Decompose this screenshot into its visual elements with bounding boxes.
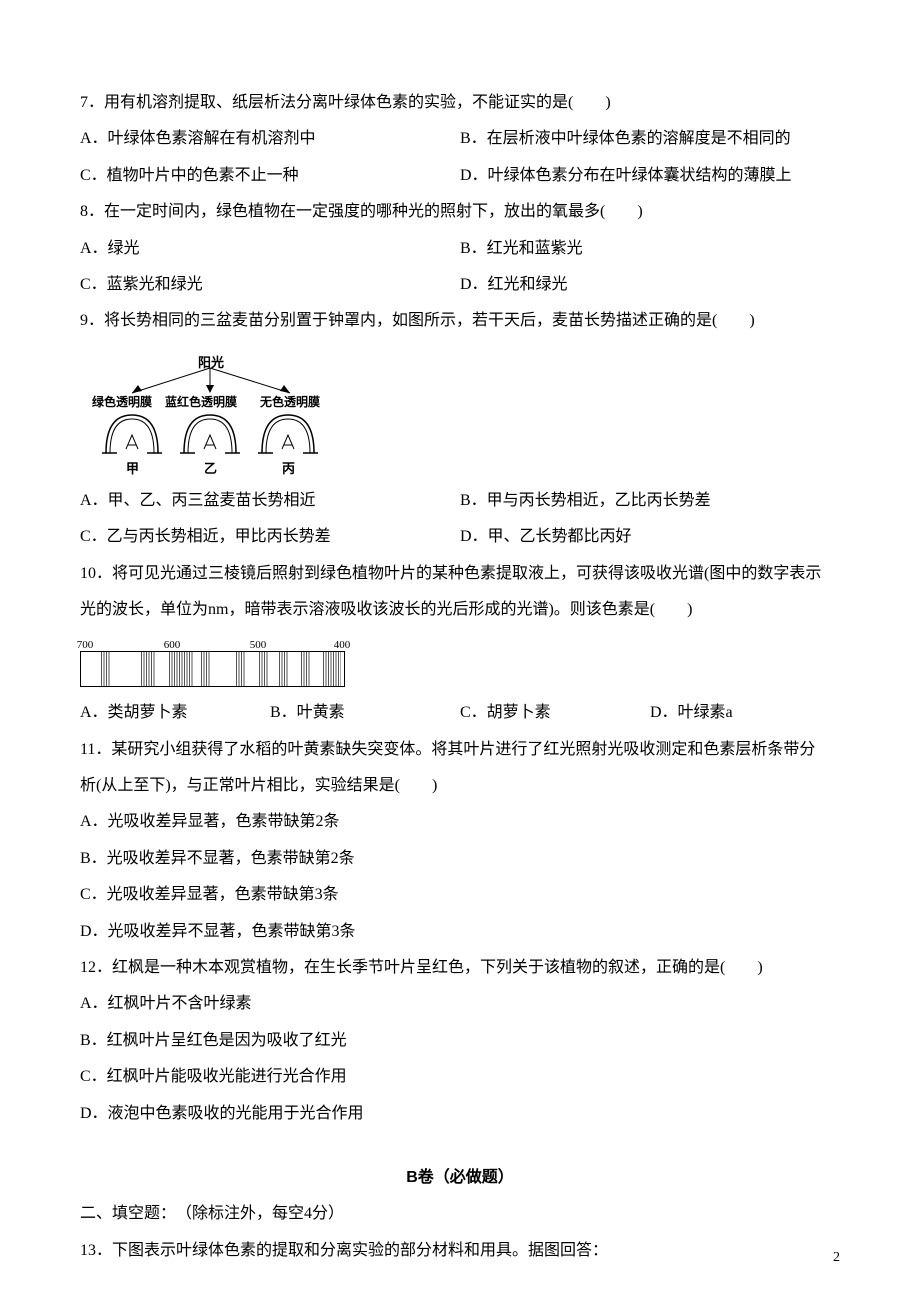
q7-opt-d: D．叶绿体色素分布在叶绿体囊状结构的薄膜上 [460,161,840,191]
q12-opt-d: D．液泡中色素吸收的光能用于光合作用 [80,1099,840,1129]
q9-diagram: 阳光 绿色透明膜 蓝红色透明膜 无色透明膜 甲 乙 丙 [80,351,340,476]
q9-opt-d: D．甲、乙长势都比丙好 [460,522,840,552]
q10-spectrum: 700600500400 [80,635,350,690]
q11-stem1: 11．某研究小组获得了水稻的叶黄素缺失突变体。将其叶片进行了红光照射光吸收测定和… [80,735,840,765]
section-b-title: B卷（必做题） [80,1163,840,1193]
q9-opt-b: B．甲与丙长势相近，乙比丙长势差 [460,486,840,516]
q7-opt-b: B．在层析液中叶绿体色素的溶解度是不相同的 [460,124,840,154]
q9-dome-0 [100,409,164,455]
q9-dome-2 [256,409,320,455]
q10-row: A．类胡萝卜素 B．叶黄素 C．胡萝卜素 D．叶绿素a [80,698,840,728]
q12-stem: 12．红枫是一种木本观赏植物，在生长季节叶片呈红色，下列关于该植物的叙述，正确的… [80,953,840,983]
q9-base-1: 乙 [204,457,217,482]
spectrum-band [259,652,269,686]
q12-opt-b: B．红枫叶片呈红色是因为吸收了红光 [80,1026,840,1056]
q9-stem: 9．将长势相同的三盆麦苗分别置于钟罩内，如图所示，若干天后，麦苗长势描述正确的是… [80,306,840,336]
q10-opt-c: C．胡萝卜素 [460,698,650,728]
q8-opt-d: D．红光和绿光 [460,270,840,300]
spectrum-band [279,652,289,686]
spectrum-band [141,652,156,686]
q11-stem2: 析(从上至下)，与正常叶片相比，实验结果是( ) [80,771,840,801]
q10-stem1: 10．将可见光通过三棱镜后照射到绿色植物叶片的某种色素提取液上，可获得该吸收光谱… [80,559,840,589]
spectrum-band [323,652,341,686]
q10-stem2: 光的波长，单位为nm，暗带表示溶液吸收该波长的光后形成的光谱)。则该色素是( ) [80,595,840,625]
q11-opt-a: A．光吸收差异显著，色素带缺第2条 [80,807,840,837]
q9-row2: C．乙与丙长势相近，甲比丙长势差 D．甲、乙长势都比丙好 [80,522,840,552]
q7-row1: A．叶绿体色素溶解在有机溶剂中 B．在层析液中叶绿体色素的溶解度是不相同的 [80,124,840,154]
q8-opt-b: B．红光和蓝紫光 [460,234,840,264]
q11-opt-c: C．光吸收差异显著，色素带缺第3条 [80,880,840,910]
spectrum-box [80,651,345,687]
q11-opt-b: B．光吸收差异不显著，色素带缺第2条 [80,844,840,874]
q8-row2: C．蓝紫光和绿光 D．红光和绿光 [80,270,840,300]
q9-dome-1 [178,409,242,455]
q12-opt-a: A．红枫叶片不含叶绿素 [80,989,840,1019]
q7-stem: 7．用有机溶剂提取、纸层析法分离叶绿体色素的实验，不能证实的是( ) [80,88,840,118]
q8-opt-c: C．蓝紫光和绿光 [80,270,460,300]
spectrum-band [101,652,111,686]
q7-opt-a: A．叶绿体色素溶解在有机溶剂中 [80,124,460,154]
spectrum-band [201,652,211,686]
page-number: 2 [833,1245,840,1272]
q8-opt-a: A．绿光 [80,234,460,264]
spectrum-band [169,652,193,686]
q12-opt-c: C．红枫叶片能吸收光能进行光合作用 [80,1062,840,1092]
spectrum-band [301,652,311,686]
q10-opt-a: A．类胡萝卜素 [80,698,270,728]
q9-opt-a: A．甲、乙、丙三盆麦苗长势相近 [80,486,460,516]
q9-base-0: 甲 [126,457,139,482]
q9-base-2: 丙 [282,457,295,482]
spectrum-band [236,652,246,686]
q8-stem: 8．在一定时间内，绿色植物在一定强度的哪种光的照射下，放出的氧最多( ) [80,197,840,227]
q13-stem: 13．下图表示叶绿体色素的提取和分离实验的部分材料和用具。据图回答： [80,1236,840,1266]
section-b-heading: 二、填空题： （除标注外，每空4分） [80,1199,840,1229]
q7-opt-c: C．植物叶片中的色素不止一种 [80,161,460,191]
q9-opt-c: C．乙与丙长势相近，甲比丙长势差 [80,522,460,552]
q9-row1: A．甲、乙、丙三盆麦苗长势相近 B．甲与丙长势相近，乙比丙长势差 [80,486,840,516]
q7-row2: C．植物叶片中的色素不止一种 D．叶绿体色素分布在叶绿体囊状结构的薄膜上 [80,161,840,191]
q10-opt-d: D．叶绿素a [650,698,840,728]
q10-opt-b: B．叶黄素 [270,698,460,728]
q8-row1: A．绿光 B．红光和蓝紫光 [80,234,840,264]
q11-opt-d: D．光吸收差异不显著，色素带缺第3条 [80,917,840,947]
